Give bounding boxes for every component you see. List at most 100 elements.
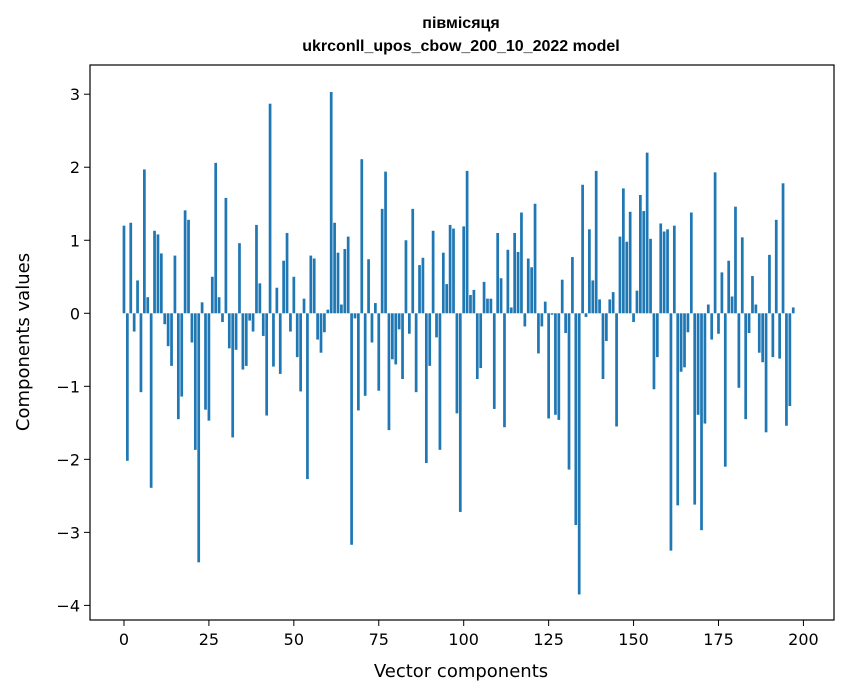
- x-tick-label-175: 175: [703, 630, 734, 649]
- bar-32: [231, 313, 235, 438]
- bar-117: [520, 212, 523, 314]
- bar-54: [306, 313, 309, 480]
- bar-137: [588, 229, 591, 314]
- bar-4: [136, 280, 139, 314]
- axis-ticks: 0 25 50 75 100 125 150 175 200 −4 −3 −2 −1 0 1 2 3: [56, 85, 818, 649]
- bar-34: [238, 243, 241, 314]
- bar-113: [506, 249, 510, 314]
- bar-59: [323, 313, 326, 333]
- bar-100: [462, 226, 466, 314]
- bar-131: [567, 313, 571, 470]
- bar-107: [486, 298, 489, 314]
- bar-155: [649, 238, 652, 314]
- bar-152: [639, 194, 642, 314]
- bar-17: [180, 313, 184, 397]
- bar-39: [255, 224, 258, 314]
- bar-109: [492, 313, 496, 409]
- bar-37: [248, 313, 252, 321]
- bar-175: [717, 313, 720, 334]
- bar-89: [424, 313, 428, 463]
- x-tick-label-25: 25: [199, 630, 219, 649]
- bar-76: [380, 208, 384, 314]
- bar-65: [343, 249, 347, 314]
- y-tick-label-3: 3: [70, 85, 80, 104]
- bar-30: [224, 197, 228, 314]
- bar-93: [438, 313, 442, 450]
- bar-164: [679, 313, 683, 372]
- x-tick-label-50: 50: [284, 630, 304, 649]
- bar-187: [757, 313, 761, 353]
- bar-110: [496, 232, 500, 314]
- bar-31: [227, 313, 231, 349]
- bar-194: [781, 183, 785, 314]
- bar-118: [523, 313, 527, 327]
- bar-62: [333, 222, 336, 314]
- bar-83: [404, 240, 408, 314]
- bar-197: [791, 307, 795, 314]
- x-tick-label-150: 150: [618, 630, 649, 649]
- bar-46: [278, 313, 282, 374]
- bar-26: [210, 276, 214, 314]
- bar-151: [635, 290, 639, 314]
- bar-189: [764, 313, 768, 433]
- bar-148: [625, 241, 629, 314]
- bar-153: [642, 211, 646, 314]
- bar-159: [662, 231, 666, 314]
- bar-116: [516, 251, 520, 314]
- bar-19: [187, 219, 190, 314]
- bar-140: [598, 299, 601, 314]
- bar-98: [455, 313, 459, 414]
- bar-20: [190, 313, 194, 343]
- bar-69: [357, 313, 360, 411]
- bar-18: [183, 210, 187, 314]
- bar-82: [401, 313, 404, 380]
- bar-36: [244, 313, 248, 366]
- bar-166: [686, 313, 690, 333]
- bar-7: [146, 297, 150, 314]
- bar-15: [173, 255, 177, 314]
- bar-193: [778, 313, 781, 359]
- bar-52: [299, 313, 302, 392]
- x-tick-label-125: 125: [533, 630, 564, 649]
- bar-191: [771, 313, 775, 358]
- bar-163: [676, 313, 680, 506]
- bar-56: [312, 258, 316, 314]
- bar-169: [696, 313, 700, 415]
- bar-42: [265, 313, 269, 416]
- bar-147: [622, 188, 625, 314]
- bar-96: [448, 224, 452, 314]
- chart-title-line1: півмісяця: [422, 15, 499, 32]
- y-tick-label-1: 1: [70, 231, 80, 250]
- bar-25: [207, 313, 211, 421]
- bar-92: [435, 313, 438, 338]
- bar-176: [720, 272, 724, 314]
- bar-11: [159, 253, 163, 314]
- x-tick-label-75: 75: [369, 630, 389, 649]
- bar-102: [469, 295, 472, 314]
- bar-0: [122, 225, 126, 314]
- y-tick-label--1: −1: [56, 377, 80, 396]
- bar-67: [350, 313, 353, 545]
- bar-22: [197, 313, 201, 563]
- bar-95: [445, 284, 449, 314]
- bar-130: [564, 313, 567, 334]
- bar-90: [428, 313, 432, 366]
- bar-12: [163, 313, 167, 325]
- bar-94: [441, 252, 445, 314]
- bar-66: [346, 236, 350, 314]
- bar-84: [407, 313, 411, 334]
- x-tick-label-0: 0: [119, 630, 129, 649]
- bar-123: [540, 313, 544, 327]
- bar-41: [261, 313, 265, 336]
- bar-27: [214, 162, 218, 314]
- bar-45: [275, 287, 279, 314]
- bar-47: [282, 260, 285, 314]
- bar-146: [618, 236, 622, 314]
- bar-158: [659, 223, 663, 314]
- bar-181: [737, 313, 741, 388]
- x-tick-label-200: 200: [788, 630, 819, 649]
- bar-170: [700, 313, 703, 531]
- bar-184: [747, 313, 751, 334]
- bar-150: [632, 313, 635, 323]
- bar-68: [353, 313, 357, 319]
